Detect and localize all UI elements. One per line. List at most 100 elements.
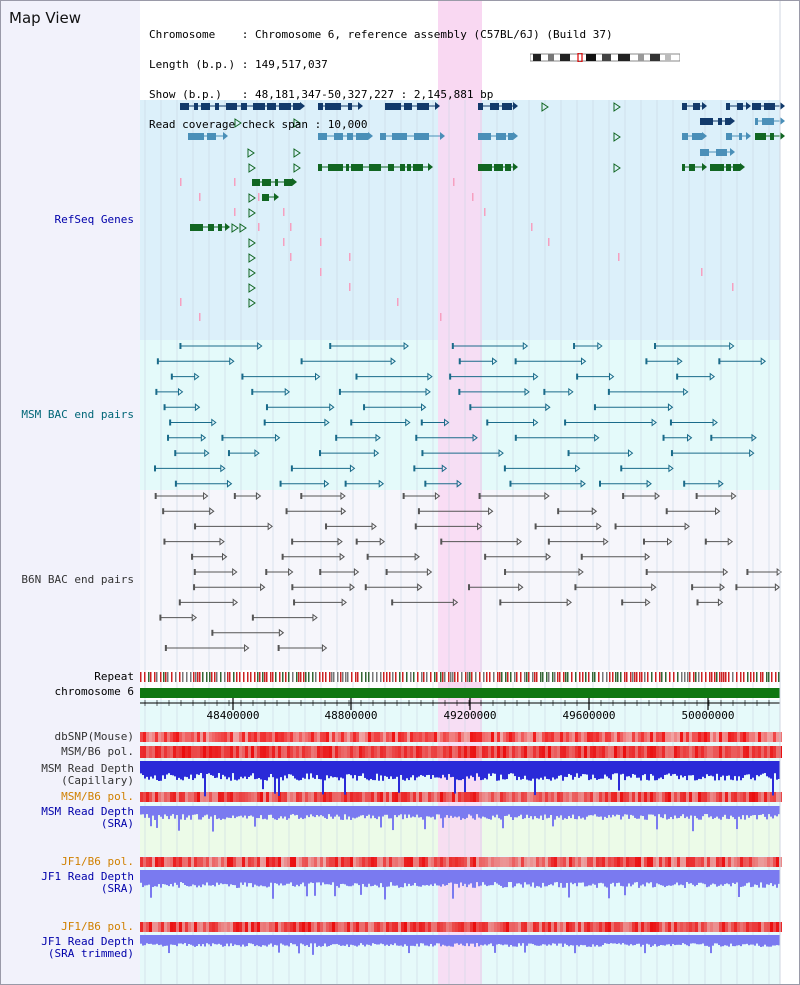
jf1-sra-depth-bar (200, 870, 202, 888)
repeat-element (303, 672, 305, 682)
msm-capillary-depth-bar (284, 761, 286, 776)
jf1-sra-depth-bar (442, 870, 444, 885)
jf1-trimmed-depth-bar (386, 935, 388, 945)
msm-bac-pair-tip (349, 464, 356, 473)
gene-row1d-exon (478, 103, 483, 110)
b6n-bac-pair-end (484, 553, 487, 560)
msm-capillary-depth-bar (212, 761, 214, 776)
dbsnp-cell (239, 732, 242, 742)
msm-b6-pol-cell (542, 746, 545, 758)
jf1-sra-depth-bar (728, 870, 730, 885)
jf1-trimmed-depth-bar (578, 935, 580, 947)
snp-mark (283, 238, 285, 246)
jf1-sra-depth-bar (680, 870, 682, 885)
dbsnp-cell (200, 732, 203, 742)
msm-bac-pair-tip (444, 418, 450, 427)
jf1-sra-depth-bar (208, 870, 210, 886)
jf1-sra-depth-bar (570, 870, 572, 883)
jf1-trimmed-depth-bar (634, 935, 636, 946)
jf1-sra-depth-bar (734, 870, 736, 884)
jf1-b6-pol-cell (212, 922, 215, 932)
msm-sra-depth-bar (232, 806, 234, 816)
jf1-b6-pol-cell (257, 922, 260, 932)
msm-b6-pol-cell (524, 746, 527, 758)
msm-capillary-depth-bar (360, 761, 362, 776)
msm-b6-pol-cell (335, 746, 338, 758)
repeat-element (736, 672, 738, 682)
jf1-sra-depth-bar (396, 870, 398, 886)
dbsnp-cell (578, 732, 581, 742)
jf1-sra-depth-bar (278, 870, 280, 886)
msm-capillary-depth-bar (252, 761, 254, 774)
msm-sra-depth-bar (466, 806, 468, 818)
repeat-element (389, 672, 391, 682)
jf1-sra-depth-bar (482, 870, 484, 883)
jf1-b6-pol-cell (431, 857, 434, 867)
repeat-element (288, 672, 290, 682)
jf1-sra-depth-bar (268, 870, 270, 887)
msm-capillary-depth-bar (196, 761, 198, 775)
jf1-b6-pol-cell (764, 922, 767, 932)
jf1-trimmed-depth-bar (230, 935, 232, 944)
jf1-b6-pol-cell (344, 857, 347, 867)
dbsnp-cell (242, 732, 245, 742)
msm-sra-depth-bar (160, 806, 162, 817)
jf1-b6-pol-cell (392, 922, 395, 932)
repeat-element (585, 672, 587, 682)
msm-capillary-depth-bar (168, 761, 170, 774)
msm-capillary-depth-bar (632, 761, 634, 775)
jf1-b6-pol-cell (473, 857, 476, 867)
msm-sra-depth-bar (352, 806, 354, 818)
jf1-sra-depth-bar (266, 870, 268, 888)
snp-mark (199, 193, 201, 201)
b6n-bac-pair-tip (260, 583, 266, 592)
msm-b6-pol-cell (257, 746, 260, 758)
repeat-element (351, 672, 353, 682)
msm-b6-pol-cell (221, 746, 224, 758)
jf1-sra-depth-bar (432, 870, 434, 886)
jf1-trimmed-depth-bar (320, 935, 322, 947)
jf1-b6-pol-cell (506, 922, 509, 932)
msm-capillary-depth-bar (322, 761, 324, 795)
chromosome-ideogram[interactable] (530, 53, 680, 62)
dbsnp-cell (542, 732, 545, 742)
jf1-b6-pol-cell (329, 857, 332, 867)
jf1-trimmed-depth-bar (460, 935, 462, 944)
msm-capillary-depth-bar (594, 761, 596, 779)
jf1-b6-pol-cell (476, 857, 479, 867)
msm-bac-pair-end (170, 373, 173, 380)
jf1-sra-depth-bar (346, 870, 348, 886)
msm-b6-pol-cell (773, 792, 776, 802)
jf1-b6-pol-cell (515, 857, 518, 867)
msm-bac-pair-tip (421, 403, 427, 412)
msm-b6-pol-cell (548, 746, 551, 758)
msm-capillary-depth-bar (520, 761, 522, 780)
jf1-b6-pol-cell (728, 922, 731, 932)
jf1-b6-pol-cell (398, 922, 401, 932)
jf1-sra-depth-bar (492, 870, 494, 886)
jf1-sra-depth-bar (474, 870, 476, 888)
msm-b6-pol-cell (734, 746, 737, 758)
msm-sra-depth-bar (576, 806, 578, 820)
jf1-sra-depth-bar (382, 870, 384, 888)
msm-b6-pol-cell (755, 746, 758, 758)
msm-sra-depth-bar (302, 806, 304, 820)
msm-b6-pol-cell (416, 792, 419, 802)
msm-sra-depth-bar (738, 806, 740, 817)
jf1-trimmed-depth-bar (644, 935, 646, 954)
msm-capillary-depth-bar (204, 761, 206, 797)
dbsnp-cell (272, 732, 275, 742)
jf1-trimmed-depth-bar (148, 935, 150, 944)
msm-capillary-depth-bar (268, 761, 270, 778)
repeat-element (199, 672, 201, 682)
msm-bac-pair-end (335, 434, 338, 441)
msm-sra-depth-bar (550, 806, 552, 815)
jf1-trimmed-depth-bar (512, 935, 514, 947)
jf1-sra-depth-bar (512, 870, 514, 888)
msm-b6-pol-cell (296, 746, 299, 758)
jf1-sra-depth-bar (254, 870, 256, 885)
repeat-element (376, 672, 378, 682)
repeat-element (728, 672, 730, 682)
jf1-sra-depth-bar (614, 870, 616, 887)
